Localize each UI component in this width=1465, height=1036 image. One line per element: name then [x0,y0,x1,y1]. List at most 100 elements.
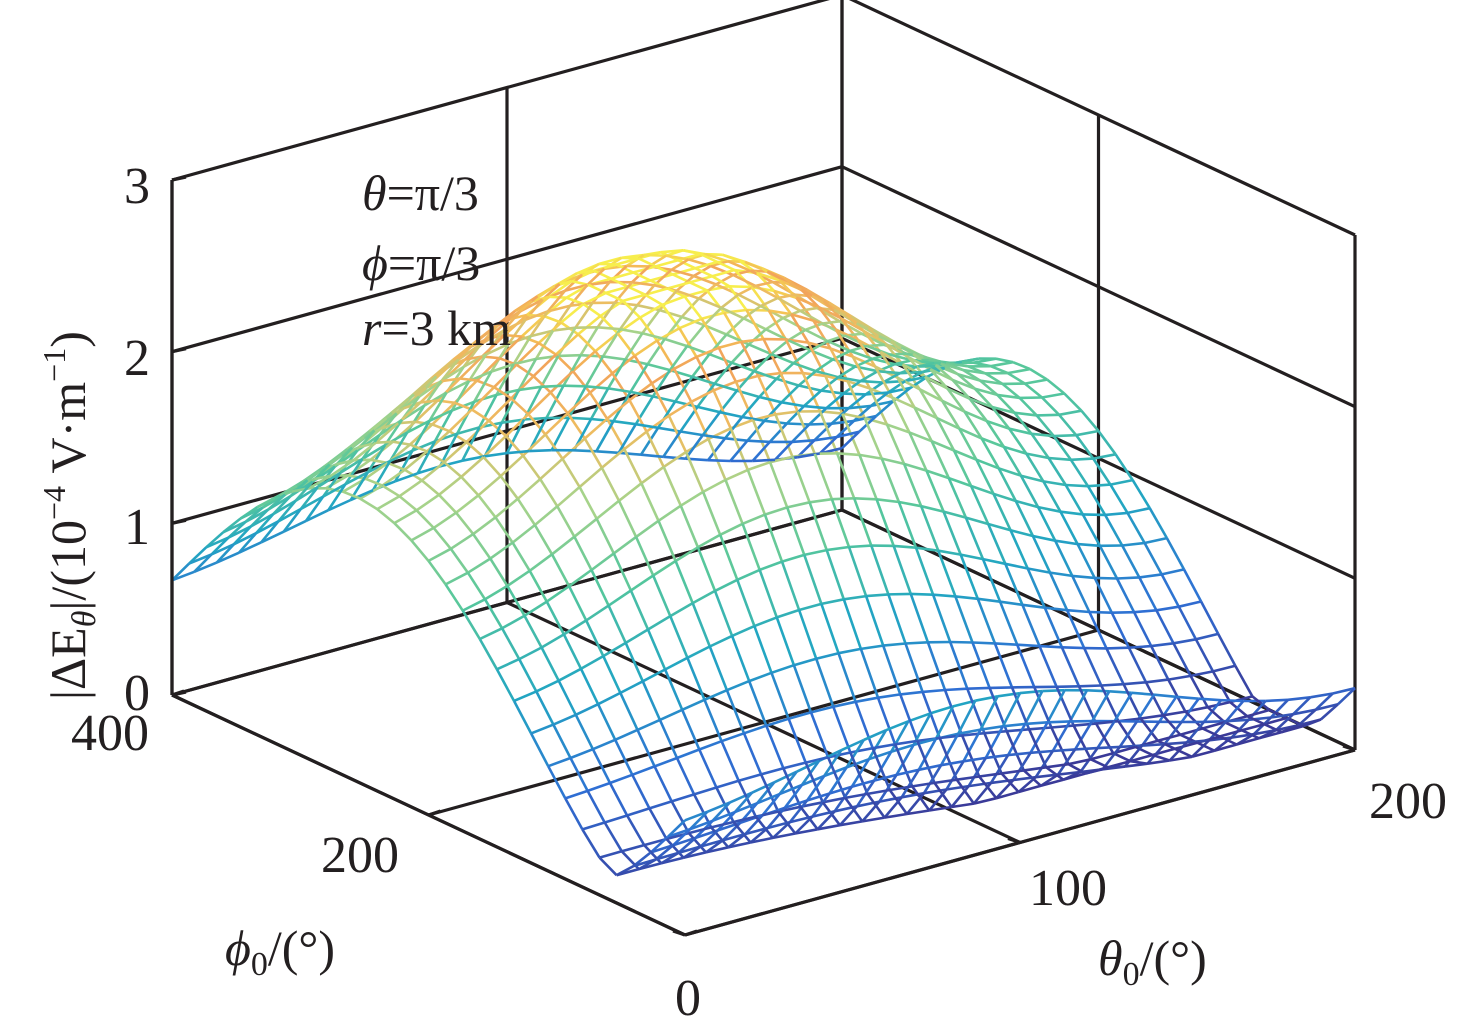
surface-mesh-segment [389,449,413,463]
surface-mesh-segment [350,489,374,502]
surface-mesh-segment [1092,457,1112,486]
surface-mesh-segment [753,369,777,381]
x-tick-mark [1007,836,1021,845]
surface-mesh-segment [906,809,930,816]
surface-mesh-segment [673,368,693,403]
surface-mesh-segment [814,658,835,708]
surface-mesh-segment [1044,606,1068,612]
surface-mesh-segment [957,372,981,382]
surface-mesh-segment [998,601,1019,646]
surface-mesh-segment [188,553,212,565]
surface-mesh-segment [698,297,722,310]
surface-mesh-segment [979,379,999,396]
surface-mesh-segment [489,557,509,587]
surface-mesh-segment [946,784,969,791]
surface-mesh-segment [308,474,332,490]
surface-mesh-segment [811,792,831,818]
surface-mesh-segment [983,732,1003,774]
surface-mesh-segment [545,600,566,636]
surface-mesh-segment [1097,430,1117,456]
surface-mesh-segment [494,497,519,519]
surface-mesh-segment [973,357,997,364]
surface-mesh-segment [984,725,1005,759]
surface-mesh-segment [1263,723,1282,734]
surface-mesh-segment [1145,678,1169,684]
surface-mesh-segment [839,820,863,827]
surface-mesh-segment [540,355,560,388]
surface-mesh-segment [731,624,755,638]
surface-mesh-segment [1310,692,1333,699]
surface-mesh-segment [1024,690,1044,725]
surface-mesh-segment [506,449,530,455]
surface-mesh-segment [650,844,674,854]
surface-mesh-segment [708,352,733,364]
surface-mesh-segment [951,379,971,400]
surface-mesh-segment [629,589,650,631]
surface-mesh-segment [786,501,810,509]
surface-mesh-segment [655,844,674,861]
surface-mesh-segment [759,560,783,572]
surface-mesh-segment [1190,670,1214,678]
surface-mesh-segment [736,568,761,581]
surface-mesh-segment [770,352,794,365]
surface-mesh-segment [705,839,724,854]
surface-mesh-segment [477,475,502,497]
surface-mesh-segment [621,843,645,853]
surface-mesh-segment [799,306,818,313]
surface-mesh-segment [674,546,699,563]
surface-mesh-segment [322,483,347,498]
surface-mesh-segment [969,397,993,409]
surface-mesh-segment [1148,507,1169,539]
surface-mesh-segment [1258,730,1282,740]
surface-mesh-segment [1236,737,1260,746]
surface-mesh-segment [482,435,507,459]
surface-mesh-segment [665,838,685,859]
surface-mesh-segment [646,628,667,671]
surface-mesh-segment [952,378,976,391]
surface-mesh-segment [748,343,772,356]
surface-mesh-segment [518,646,543,661]
surface-mesh-segment [506,585,526,617]
surface-mesh-segment [342,490,361,500]
surface-mesh-segment [684,810,708,822]
surface-mesh-segment [713,361,733,385]
surface-mesh-segment [783,784,803,809]
surface-mesh-segment [724,468,749,482]
surface-mesh-segment [446,379,470,394]
surface-mesh-segment [1069,459,1090,487]
surface-mesh-segment [951,802,975,809]
surface-mesh-segment [1012,360,1031,371]
surface-mesh-segment [562,633,583,670]
surface-mesh-segment [782,767,802,808]
surface-mesh-segment [282,508,302,533]
surface-mesh-segment [579,668,600,705]
surface-mesh-segment [837,652,857,703]
surface-mesh-segment [957,700,977,735]
surface-mesh-segment [770,672,790,720]
surface-mesh-segment [376,508,396,525]
surface-mesh-segment [1029,367,1048,381]
surface-mesh-segment [674,560,694,604]
surface-mesh-segment [366,444,386,473]
surface-mesh-segment [1001,382,1021,399]
surface-mesh-segment [718,340,742,350]
surface-mesh-segment [590,552,615,572]
surface-mesh-segment [564,797,584,831]
surface-mesh-segment [563,384,586,388]
surface-mesh-segment [891,396,911,433]
surface-mesh-segment [1020,474,1044,483]
surface-mesh-segment [455,401,476,435]
surface-mesh-segment [438,475,463,496]
surface-mesh-segment [732,269,751,277]
surface-mesh-segment [1165,537,1186,571]
surface-mesh-segment [1062,772,1086,781]
surface-mesh-segment [1162,710,1186,717]
surface-mesh-segment [462,455,485,462]
surface-mesh-segment [1111,610,1135,614]
y-tick-label: 200 [321,827,399,884]
annotation-phi: ϕ=π/3 [362,235,480,291]
surface-mesh-segment [854,497,877,501]
surface-mesh-segment [1213,736,1233,752]
surface-mesh-segment [785,405,805,425]
surface-mesh-segment [794,815,814,835]
